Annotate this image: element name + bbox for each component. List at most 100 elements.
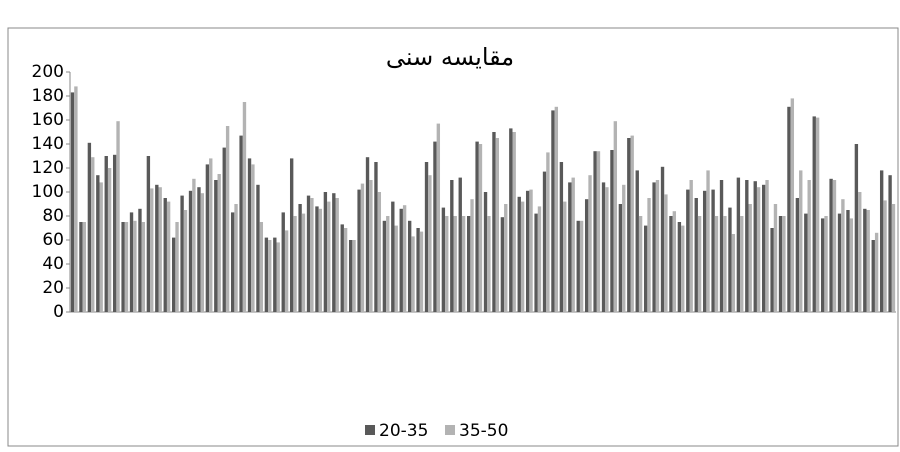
bar [495,138,500,312]
bar [731,234,736,312]
bar [360,183,365,312]
bar [247,158,252,312]
bar [711,189,715,312]
bar [846,210,850,312]
bar [815,117,820,312]
bar [318,208,323,312]
bar [424,162,429,312]
bar [664,194,668,312]
bar [433,141,437,312]
bar [124,222,129,312]
bar [386,216,390,312]
bar [445,216,449,312]
bar [858,192,862,312]
bar [568,182,572,312]
bar [374,162,378,312]
bar [310,198,314,312]
bar [256,184,260,312]
bar [593,151,597,312]
bar [121,222,125,312]
bar [158,187,162,312]
bar [681,225,685,312]
bar [365,157,370,312]
bar [450,180,454,312]
bar [407,220,412,312]
bar [141,222,146,312]
bar [259,222,264,312]
bar [416,228,420,312]
legend-swatch [445,425,455,435]
bar [824,216,828,312]
bar [525,190,530,312]
bar [745,180,749,312]
bar [790,98,795,313]
bar [509,128,513,312]
bar [529,189,533,312]
bar [133,220,137,312]
y-tick-label: 140 [32,134,64,154]
bar [411,236,415,312]
bar [327,201,331,312]
bar [660,166,665,312]
bar [765,180,769,312]
bar [492,132,496,312]
bar [753,181,757,312]
bar [155,184,159,312]
bar [428,175,432,312]
bar [214,180,218,312]
bar [466,216,471,312]
bar [298,204,302,312]
bar [104,156,108,312]
bar [242,102,247,312]
bar [436,123,441,312]
bar [728,207,732,312]
bar [618,204,623,312]
bar [175,222,179,312]
bar [837,213,842,312]
bar [820,218,825,312]
bar [643,225,648,312]
bar [719,180,724,312]
bar [605,187,609,312]
bar [382,220,387,312]
bar [770,228,774,312]
bar [551,110,555,313]
bar [773,204,778,312]
bar [787,106,791,312]
y-tick-label: 200 [32,62,64,82]
bar [343,228,348,312]
bar [335,198,339,312]
bar [293,216,297,312]
bar [348,240,353,312]
bar [534,213,538,312]
bar [706,170,710,312]
bar [638,216,643,312]
bar [284,230,289,312]
bar [192,178,196,312]
bar [222,147,226,312]
bar [807,180,811,312]
bar [504,204,508,312]
bar [576,220,580,312]
bar [761,184,766,312]
bar [323,192,328,312]
bar [588,175,592,312]
bar [264,237,269,312]
bar [500,217,505,312]
bar [554,106,559,312]
bar [546,152,550,312]
bar [112,154,117,312]
bar [863,208,867,312]
y-tick-label: 180 [32,86,64,106]
bar [301,213,306,312]
bar [841,199,845,312]
y-tick-label: 160 [32,110,64,130]
bar [487,216,491,312]
bar [116,121,120,312]
bar [273,237,277,312]
legend-label: 20-35 [379,421,428,441]
bar [171,237,176,312]
bar [251,164,255,312]
bar [689,180,693,312]
